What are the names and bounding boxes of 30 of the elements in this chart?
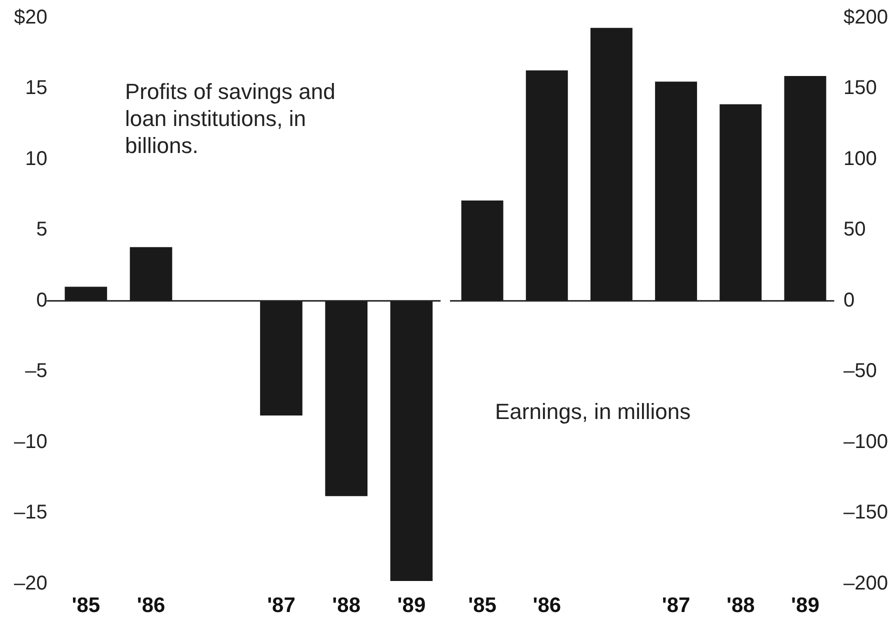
x-tick-label: '89: [791, 594, 820, 618]
y2-tick-label: –150: [844, 502, 888, 524]
annotation: Earnings, in millions: [495, 398, 692, 425]
y2-tick-label: 100: [844, 148, 877, 170]
annotation: Profits of savings and loan institutions, in billions.: [125, 78, 336, 159]
y-tick-label: –10: [14, 430, 48, 453]
x-tick-label: '85: [72, 594, 100, 618]
y-tick-label: 5: [36, 218, 48, 241]
x-tick-label: '85: [468, 594, 497, 618]
y2-tick-label: –200: [844, 572, 888, 594]
y2-tick-label: $200: [844, 6, 888, 29]
y-tick-label: $20: [14, 6, 48, 29]
y2-tick-label: –100: [844, 430, 888, 453]
y-tick-label: 15: [25, 77, 48, 100]
x-tick-label: '88: [332, 594, 361, 618]
x-tick-label: '86: [532, 594, 562, 618]
y2-tick-label: –50: [844, 360, 877, 382]
y-tick-label: 10: [25, 148, 48, 170]
y-tick-label: –20: [14, 572, 48, 594]
x-tick-label: '87: [267, 594, 296, 618]
y-tick-label: –15: [14, 502, 48, 524]
y-tick-label: –5: [25, 360, 48, 382]
y-tick-label: 0: [36, 289, 48, 312]
x-tick-label: '87: [662, 594, 690, 618]
x-tick-label: '86: [136, 594, 166, 618]
x-tick-label: '88: [726, 594, 756, 618]
y2-tick-label: 0: [844, 289, 855, 312]
y2-tick-label: 150: [844, 77, 877, 100]
y2-tick-label: 50: [844, 218, 866, 241]
x-tick-label: '89: [397, 594, 426, 618]
